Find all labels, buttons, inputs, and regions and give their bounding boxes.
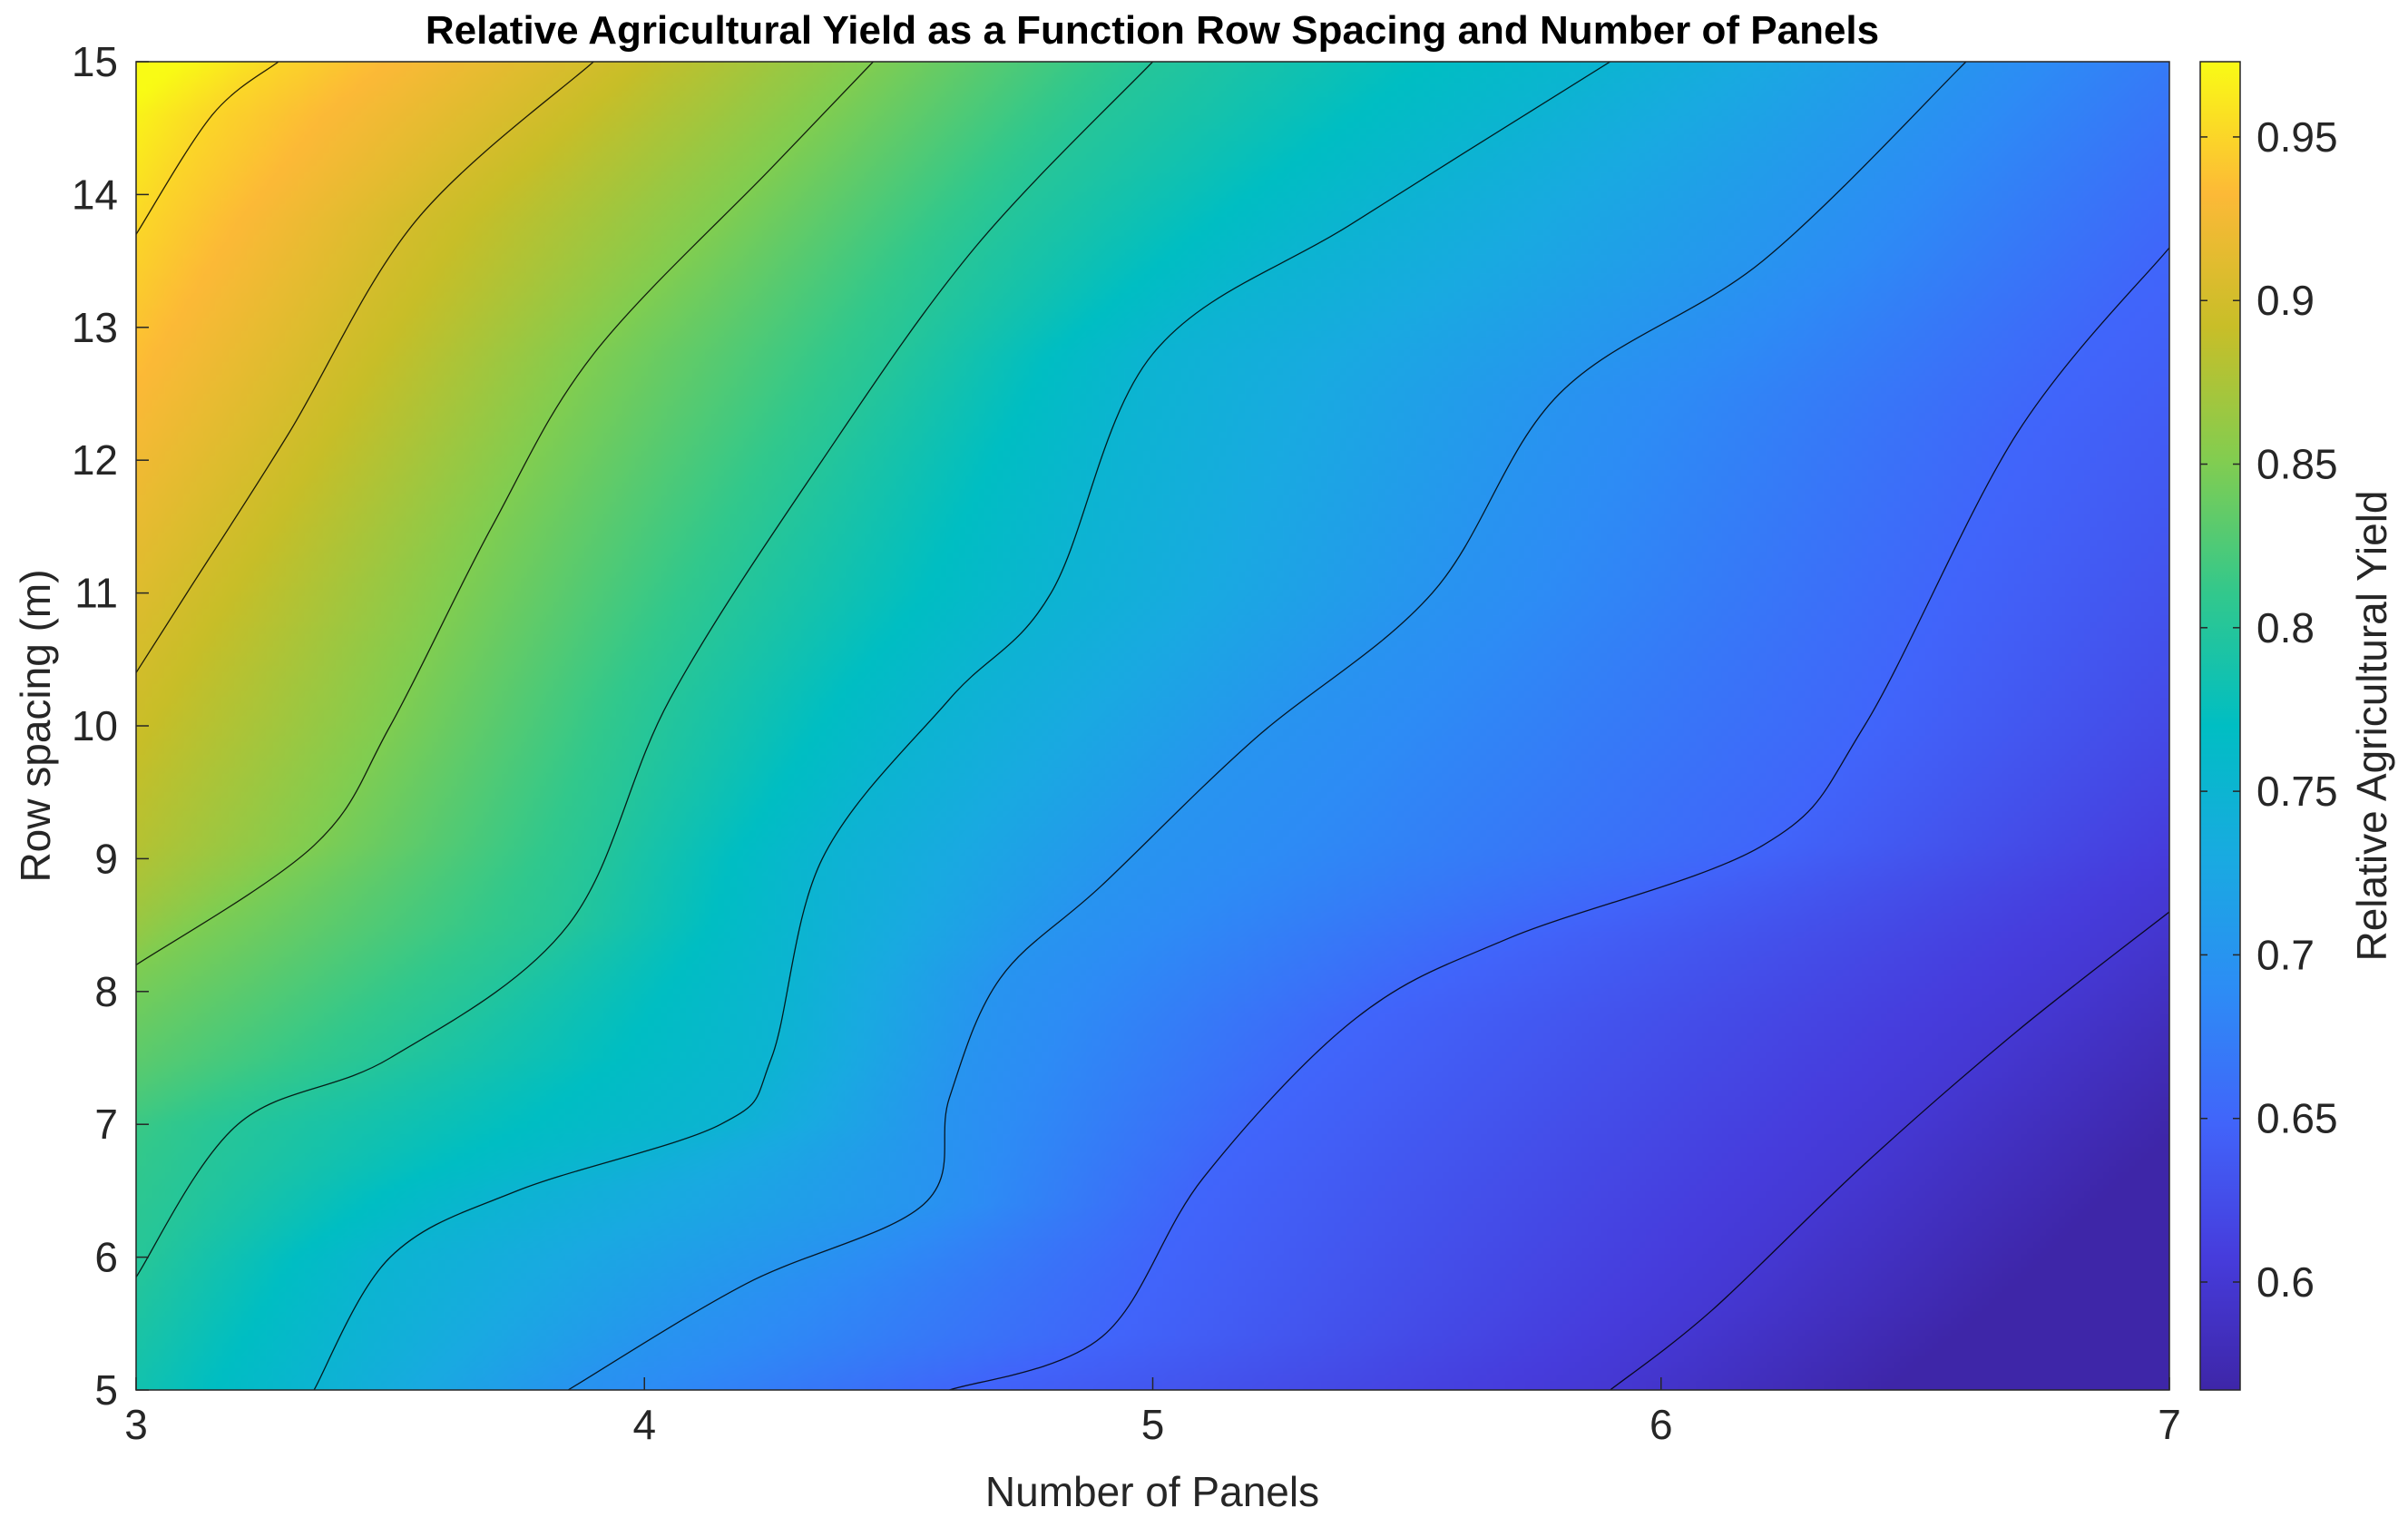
y-tick-label: 8 <box>94 968 118 1015</box>
colorbar-gradient <box>2199 61 2241 1391</box>
x-tick-label: 4 <box>632 1401 656 1448</box>
yield-heatmap <box>136 62 2169 1390</box>
contour-line <box>567 62 1967 1390</box>
x-axis-ticks: 3 4 5 6 7 <box>124 1377 2181 1448</box>
x-axis-label: Number of Panels <box>985 1468 1319 1515</box>
contour-line <box>136 62 1153 1277</box>
contour-line <box>313 62 1611 1390</box>
y-tick-label: 7 <box>94 1101 118 1148</box>
y-axis-label: Row spacing (m) <box>12 569 59 882</box>
colorbar-label: Relative Agricultural Yield <box>2348 490 2395 961</box>
y-tick-label: 13 <box>72 304 118 351</box>
y-tick-label: 11 <box>74 570 118 617</box>
colorbar-tick-label: 0.75 <box>2256 768 2338 815</box>
contour-line <box>136 62 594 673</box>
colorbar-tick-label: 0.65 <box>2256 1095 2338 1142</box>
y-tick-label: 14 <box>72 171 118 218</box>
chart-title: Relative Agricultural Yield as a Functio… <box>426 8 1879 53</box>
colorbar-tick-label: 0.85 <box>2256 441 2338 488</box>
x-tick-label: 7 <box>2158 1401 2181 1448</box>
y-tick-label: 9 <box>94 835 118 882</box>
colorbar-tick-label: 0.7 <box>2256 931 2315 978</box>
y-tick-label: 15 <box>72 38 118 85</box>
contour-line <box>1610 911 2169 1390</box>
plot-area <box>135 61 2170 1391</box>
y-axis-ticks: 5 6 7 8 9 10 11 12 13 14 15 <box>72 38 149 1414</box>
colorbar-ticks: 0.6 0.65 0.7 0.75 0.8 0.85 0.9 0.95 <box>2200 113 2338 1306</box>
x-tick-label: 3 <box>124 1401 148 1448</box>
colorbar-tick-label: 0.9 <box>2256 277 2315 324</box>
colorbar: 0.6 0.65 0.7 0.75 0.8 0.85 0.9 0.95 <box>2199 61 2338 1391</box>
contour-line <box>136 62 279 235</box>
colorbar-tick-label: 0.8 <box>2256 604 2315 651</box>
y-tick-label: 10 <box>72 702 118 749</box>
x-tick-label: 5 <box>1141 1401 1165 1448</box>
contour-lines <box>136 62 2169 1390</box>
y-tick-label: 5 <box>94 1366 118 1414</box>
y-tick-label: 12 <box>72 436 118 484</box>
colorbar-tick-label: 0.6 <box>2256 1258 2315 1306</box>
contour-line <box>949 247 2169 1390</box>
colorbar-tick-label: 0.95 <box>2256 113 2338 161</box>
y-tick-label: 6 <box>94 1234 118 1281</box>
contour-line <box>136 62 874 966</box>
x-tick-label: 6 <box>1649 1401 1673 1448</box>
